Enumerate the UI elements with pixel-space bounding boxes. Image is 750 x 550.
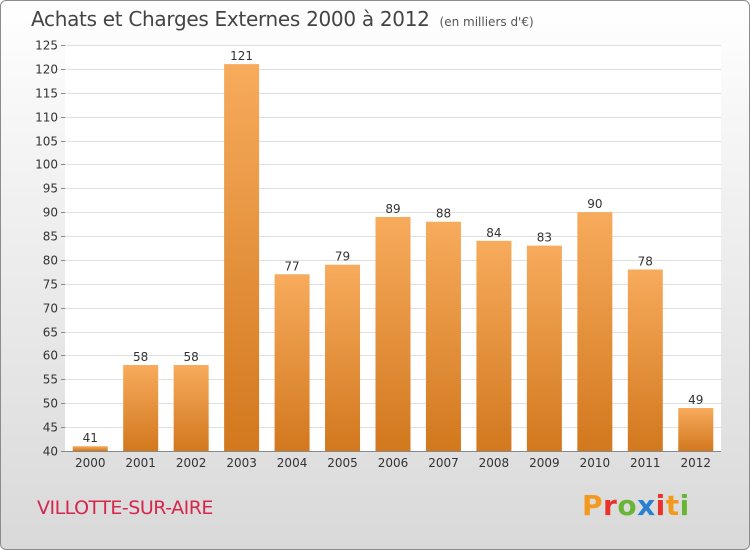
y-tick-label: 55 (43, 373, 58, 387)
y-tick-label: 105 (35, 135, 58, 149)
bar-2006 (375, 216, 411, 451)
x-tick-label: 2002 (176, 456, 207, 470)
data-label: 77 (284, 259, 299, 273)
x-tick-label: 2008 (479, 456, 510, 470)
bar-2005 (325, 264, 361, 451)
bar-2012 (678, 408, 714, 451)
y-tick-label: 100 (35, 158, 58, 172)
y-tick-label: 110 (35, 111, 58, 125)
chart-title: Achats et Charges Externes 2000 à 2012 (e… (31, 7, 534, 31)
proxiti-logo: Proxiti (582, 489, 690, 522)
data-label: 88 (436, 207, 451, 221)
x-tick-label: 2001 (125, 456, 156, 470)
logo-letter: o (617, 489, 638, 522)
x-tick-label: 2010 (580, 456, 611, 470)
y-tick-label: 65 (43, 326, 58, 340)
x-tick-label: 2006 (378, 456, 409, 470)
bar-2003 (224, 64, 260, 451)
x-tick-label: 2005 (327, 456, 358, 470)
x-tick-label: 2004 (277, 456, 308, 470)
bar-2002 (173, 365, 209, 451)
data-label: 78 (638, 254, 653, 268)
data-label: 89 (385, 202, 400, 216)
y-tick-label: 125 (35, 39, 58, 53)
bar-2001 (123, 365, 159, 451)
bar-2009 (526, 245, 562, 451)
x-tick-label: 2011 (630, 456, 661, 470)
data-label: 90 (587, 197, 602, 211)
data-label: 83 (537, 231, 552, 245)
unit-label: (en milliers d'€) (439, 15, 534, 29)
logo-letter: i (679, 489, 690, 522)
data-label: 58 (133, 350, 148, 364)
y-tick-label: 95 (43, 182, 58, 196)
data-label: 58 (184, 350, 199, 364)
x-tick-label: 2007 (428, 456, 459, 470)
logo-letter: x (637, 489, 656, 522)
y-tick-label: 45 (43, 421, 58, 435)
y-tick-label: 70 (43, 302, 58, 316)
y-tick-label: 60 (43, 349, 58, 363)
bar-2010 (577, 212, 613, 451)
logo-letter: r (603, 489, 618, 522)
bar-2000 (72, 446, 108, 451)
logo-letter: i (655, 489, 666, 522)
data-label: 49 (688, 393, 703, 407)
y-tick-label: 80 (43, 254, 58, 268)
town-name: VILLOTTE-SUR-AIRE (37, 497, 213, 519)
bar-2008 (476, 240, 512, 451)
logo-letter: t (665, 489, 680, 522)
bar-2011 (627, 269, 663, 451)
x-tick-label: 2003 (226, 456, 257, 470)
x-tick-label: 2000 (75, 456, 106, 470)
data-label: 79 (335, 250, 350, 264)
data-label: 41 (83, 431, 98, 445)
y-tick-label: 75 (43, 278, 58, 292)
y-tick-label: 120 (35, 63, 58, 77)
y-tick-label: 90 (43, 206, 58, 220)
data-label: 84 (486, 226, 501, 240)
y-tick-label: 40 (43, 445, 58, 459)
y-tick-label: 85 (43, 230, 58, 244)
bar-2007 (425, 221, 461, 451)
x-tick-label: 2012 (680, 456, 711, 470)
bar-2004 (274, 274, 310, 451)
title-text: Achats et Charges Externes 2000 à 2012 (31, 7, 430, 31)
data-label: 121 (230, 49, 253, 63)
x-tick-label: 2009 (529, 456, 560, 470)
logo-letter: P (582, 489, 604, 522)
y-tick-label: 115 (35, 87, 58, 101)
y-tick-label: 50 (43, 397, 58, 411)
